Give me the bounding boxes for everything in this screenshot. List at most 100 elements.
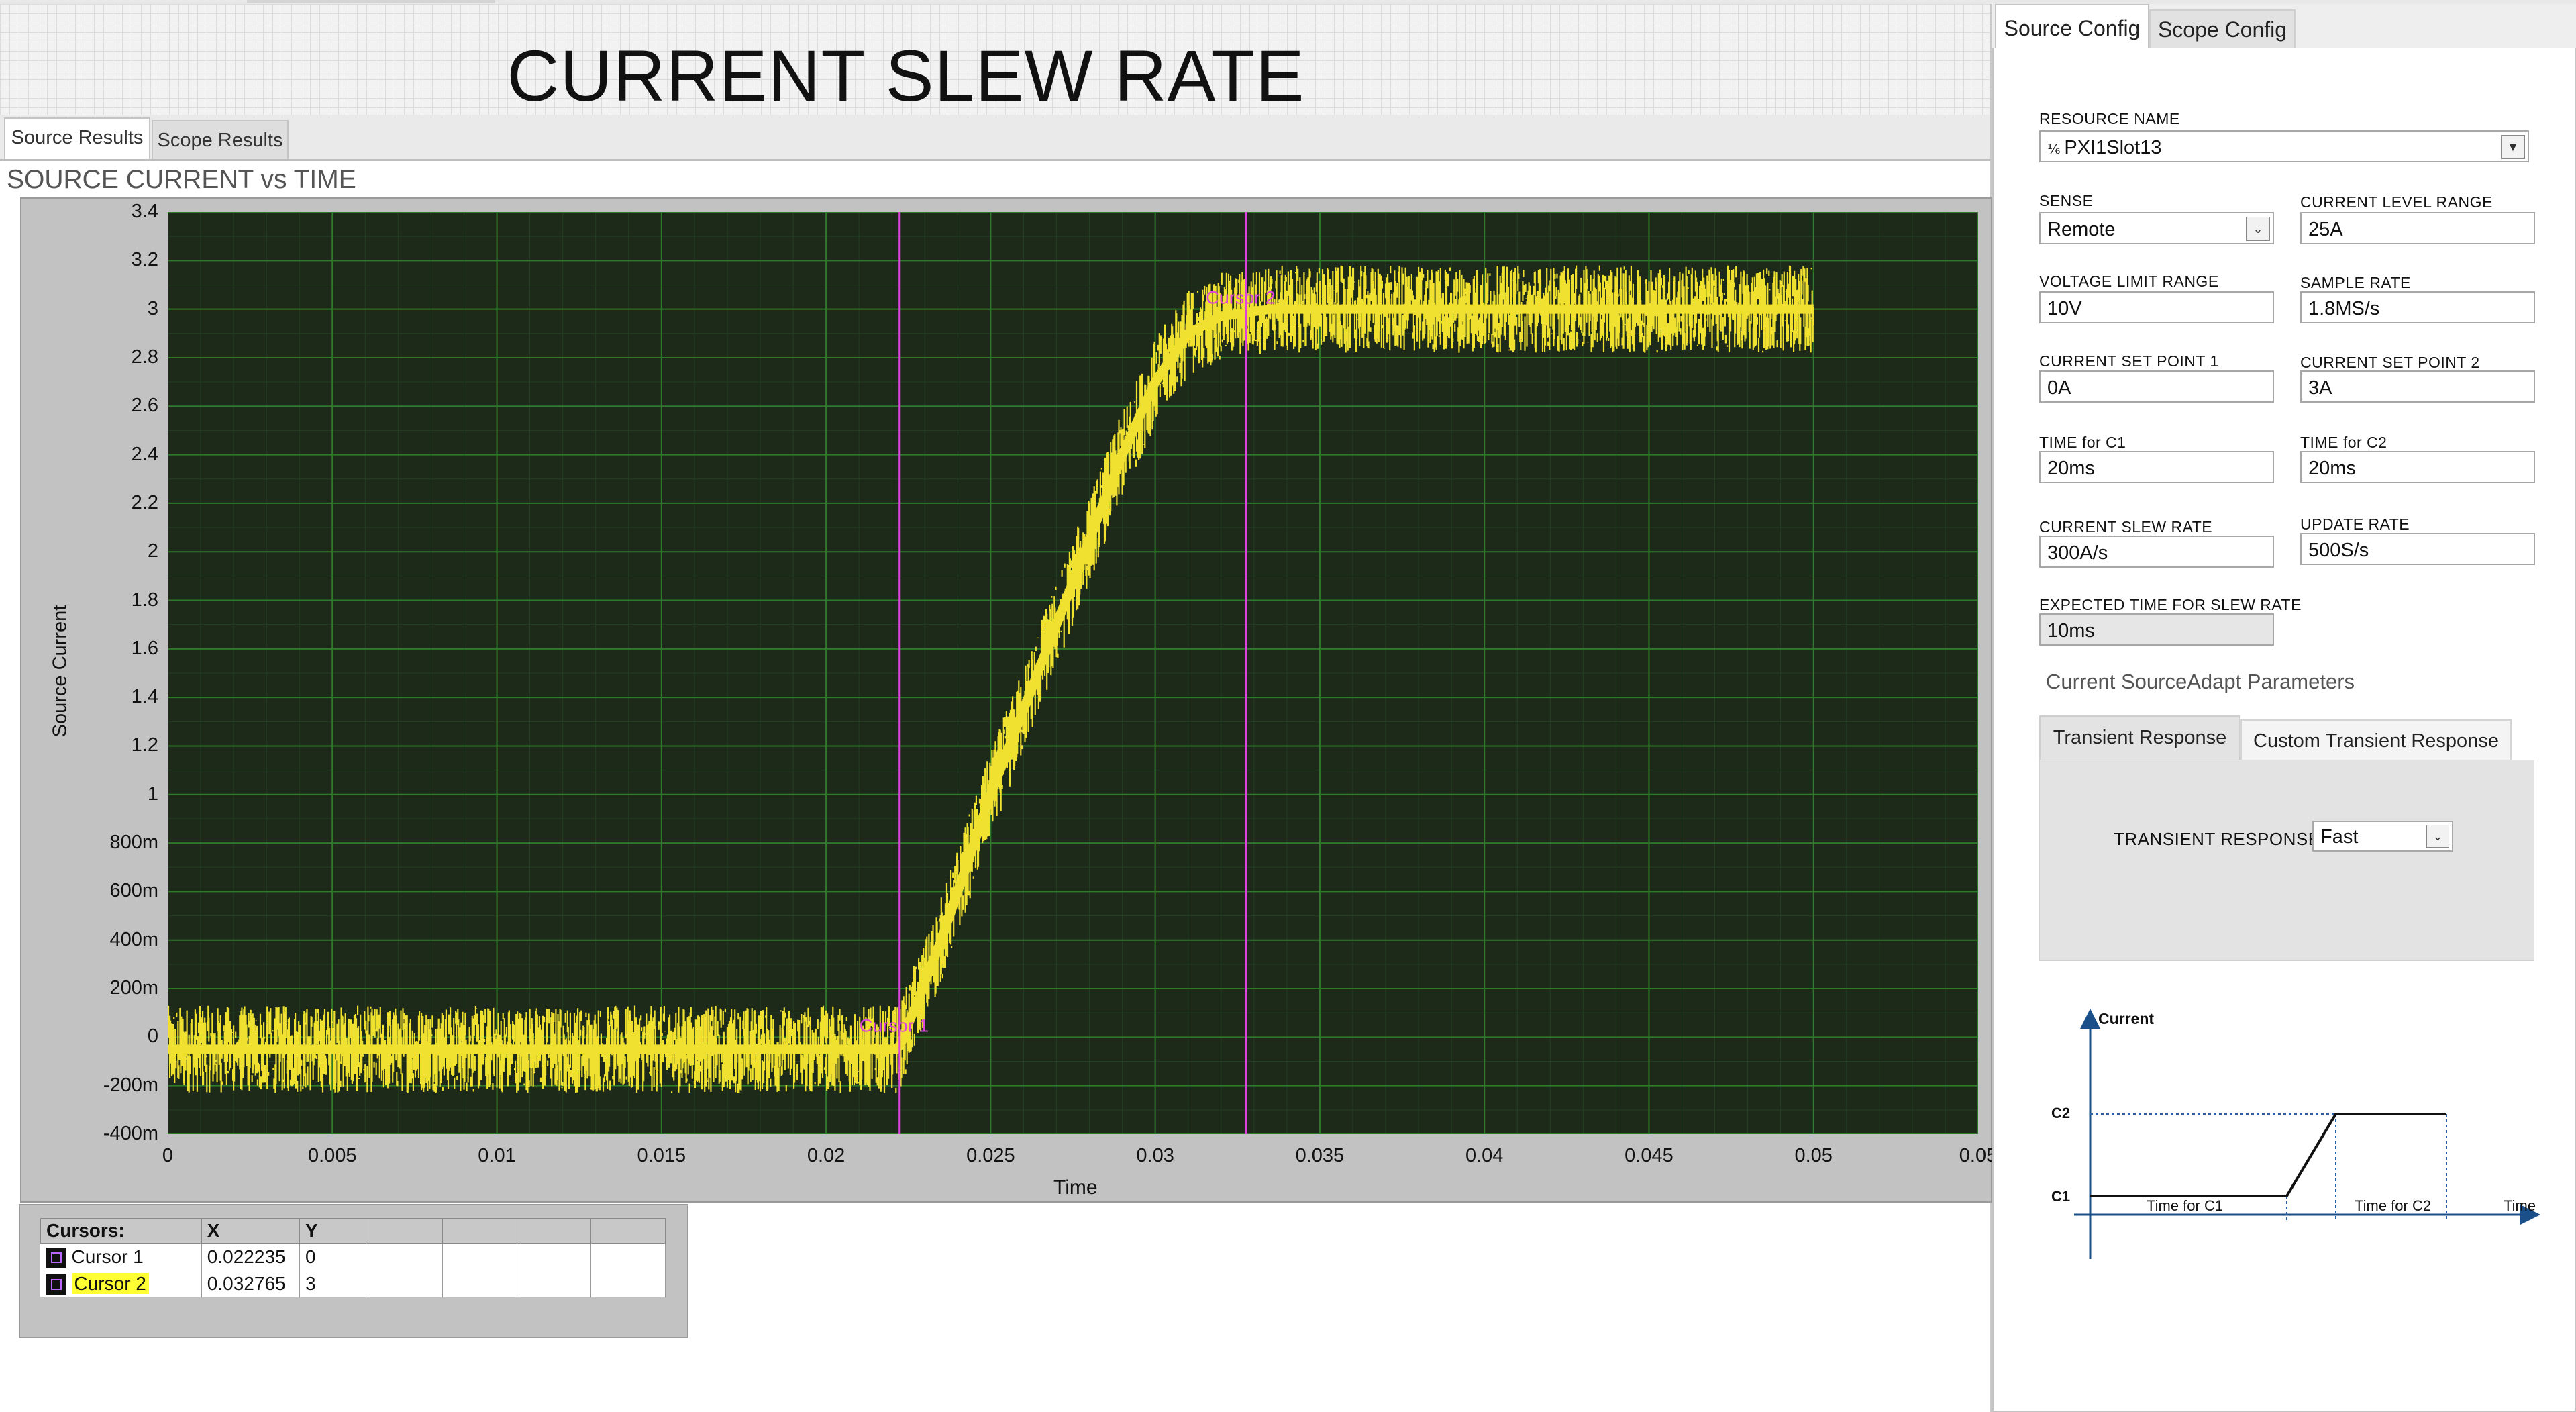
current-set-point-1-field[interactable]: 0A <box>2039 370 2274 403</box>
time-c1-field[interactable]: 20ms <box>2039 451 2274 483</box>
empty-cell <box>590 1270 666 1297</box>
table-row[interactable]: Cursor 2 0.032765 3 <box>40 1270 666 1297</box>
update-rate-label: UPDATE RATE <box>2300 515 2410 533</box>
current-level-range-field[interactable]: 25A <box>2300 212 2535 244</box>
current-set-point-1-label: CURRENT SET POINT 1 <box>2039 352 2219 370</box>
x-tick-label: 0.005 <box>307 1145 357 1166</box>
cursor-header-y: Y <box>299 1218 369 1244</box>
voltage-limit-range-field[interactable]: 10V <box>2039 291 2274 323</box>
empty-cell <box>442 1270 517 1297</box>
table-row[interactable]: Cursor 1 0.022235 0 <box>40 1243 666 1270</box>
y-tick-label: 1.4 <box>131 686 158 708</box>
y-tick-label: -200m <box>103 1074 158 1096</box>
sense-label: SENSE <box>2039 192 2094 209</box>
y-tick-label: 600m <box>109 880 158 902</box>
cursor-table-header: Cursors: X Y <box>40 1218 666 1244</box>
cursor-legend-table[interactable]: Cursors: X Y Cursor 1 0.022235 0 Cursor … <box>40 1218 666 1297</box>
page-title: CURRENT SLEW RATE <box>507 35 1305 116</box>
tab-source-results[interactable]: Source Results <box>4 117 150 159</box>
y-tick-label: 3.2 <box>131 249 158 271</box>
resource-name-value: PXI1Slot13 <box>2064 137 2162 158</box>
diagram-waveform <box>2090 1113 2446 1197</box>
voltage-limit-range-label: VOLTAGE LIMIT RANGE <box>2039 272 2219 290</box>
cursor-1-x[interactable]: 0.022235 <box>201 1243 300 1270</box>
graph-title: SOURCE CURRENT vs TIME <box>7 165 356 194</box>
x-tick-label: 0.025 <box>966 1145 1015 1166</box>
y-tick-label: 2.6 <box>131 395 158 417</box>
cursor-header-empty <box>442 1218 517 1244</box>
plot-area[interactable]: Cursor 1 Cursor 2 <box>168 212 1978 1134</box>
cursor-style-icon[interactable] <box>46 1248 66 1268</box>
diagram-time-c2-label: Time for C2 <box>2355 1197 2431 1214</box>
sense-select[interactable]: Remote ⌄ <box>2039 212 2274 244</box>
empty-cell <box>368 1270 444 1297</box>
y-tick-label: 3.4 <box>131 201 158 222</box>
resource-name-label: RESOURCE NAME <box>2039 110 2180 128</box>
x-tick-label: 0 <box>162 1145 174 1166</box>
current-set-point-2-label: CURRENT SET POINT 2 <box>2300 354 2480 371</box>
cursor-2-x[interactable]: 0.032765 <box>201 1270 300 1297</box>
resource-name-select[interactable]: ⅙ PXI1Slot13 ▼ <box>2039 130 2529 162</box>
plot-svg: Cursor 1 Cursor 2 <box>168 212 1978 1134</box>
time-c2-field[interactable]: 20ms <box>2300 451 2535 483</box>
y-tick-label: 1.8 <box>131 589 158 611</box>
cursor-2-y[interactable]: 3 <box>299 1270 369 1297</box>
chevron-down-icon[interactable]: ⌄ <box>2246 217 2270 241</box>
config-tab-strip: Source Config Scope Config <box>1992 4 2576 50</box>
signal-trace-core <box>168 304 1814 1054</box>
tab-source-config[interactable]: Source Config <box>1995 4 2149 48</box>
x-tick-label: 0.035 <box>1295 1145 1345 1166</box>
transient-response-label: TRANSIENT RESPONSE <box>2114 829 2320 849</box>
x-tick-label: 0.05 <box>1959 1145 1998 1166</box>
y-tick-label: 2.8 <box>131 346 158 368</box>
cursor-row-name[interactable]: Cursor 1 <box>40 1243 202 1270</box>
expected-time-field: 10ms <box>2039 613 2274 646</box>
sample-rate-label: SAMPLE RATE <box>2300 274 2411 291</box>
update-rate-field[interactable]: 500S/s <box>2300 533 2535 565</box>
x-tick-label: 0.05 <box>1794 1145 1833 1166</box>
current-slew-rate-field[interactable]: 300A/s <box>2039 536 2274 568</box>
current-set-point-2-field[interactable]: 3A <box>2300 370 2535 403</box>
tab-custom-transient-response[interactable]: Custom Transient Response <box>2240 719 2512 761</box>
title-area: CURRENT SLEW RATE <box>0 4 1990 116</box>
expected-time-label: EXPECTED TIME FOR SLEW RATE <box>2039 596 2302 613</box>
cursor-1-y[interactable]: 0 <box>299 1243 369 1270</box>
cursor-2-name: Cursor 2 <box>71 1272 149 1294</box>
y-tick-label: -400m <box>103 1123 158 1144</box>
y-tick-label: 400m <box>109 928 158 950</box>
cursor-header-x: X <box>201 1218 300 1244</box>
tab-scope-results[interactable]: Scope Results <box>152 120 289 159</box>
cursor-header-empty <box>368 1218 444 1244</box>
results-tab-strip: Source Results Scope Results <box>0 115 1990 161</box>
config-panel: Source Config Scope Config RESOURCE NAME… <box>1992 4 2576 1412</box>
chevron-down-icon[interactable]: ▼ <box>2501 135 2525 159</box>
x-tick-label: 0.02 <box>807 1145 845 1166</box>
y-tick-label: 3 <box>147 297 158 319</box>
x-tick-label: 0.01 <box>478 1145 516 1166</box>
transient-diagram: Current C2 C1 Time for C1 Time for C2 Ti… <box>2051 1009 2540 1259</box>
diagram-time-c1-label: Time for C1 <box>2147 1197 2223 1214</box>
transient-response-select[interactable]: Fast ⌄ <box>2312 821 2453 852</box>
y-tick-label: 2 <box>147 540 158 562</box>
diagram-current-label: Current <box>2098 1010 2154 1027</box>
cursor-label: Cursor 2 <box>1206 288 1276 308</box>
x-tick-label: 0.03 <box>1136 1145 1174 1166</box>
transient-response-value: Fast <box>2320 826 2359 848</box>
sample-rate-field[interactable]: 1.8MS/s <box>2300 291 2535 323</box>
transient-response-panel: TRANSIENT RESPONSE Fast ⌄ <box>2039 760 2534 961</box>
x-tick-label: 0.045 <box>1625 1145 1673 1166</box>
y-tick-label: 2.2 <box>131 491 158 513</box>
adapt-sub-tabs: Transient Response Custom Transient Resp… <box>2039 715 2522 761</box>
tab-scope-config[interactable]: Scope Config <box>2149 9 2296 50</box>
cursor-style-icon[interactable] <box>46 1274 66 1295</box>
diagram-c2-label: C2 <box>2051 1105 2070 1121</box>
cursor-row-name[interactable]: Cursor 2 <box>40 1270 202 1297</box>
y-tick-label: 800m <box>109 831 158 854</box>
y-tick-label: 1.6 <box>131 637 158 659</box>
time-c1-label: TIME for C1 <box>2039 434 2126 451</box>
y-tick-label: 1.2 <box>131 734 158 756</box>
y-tick-label: 1 <box>147 783 158 805</box>
current-level-range-label: CURRENT LEVEL RANGE <box>2300 193 2493 211</box>
tab-transient-response[interactable]: Transient Response <box>2039 715 2240 761</box>
chevron-down-icon[interactable]: ⌄ <box>2426 825 2449 848</box>
